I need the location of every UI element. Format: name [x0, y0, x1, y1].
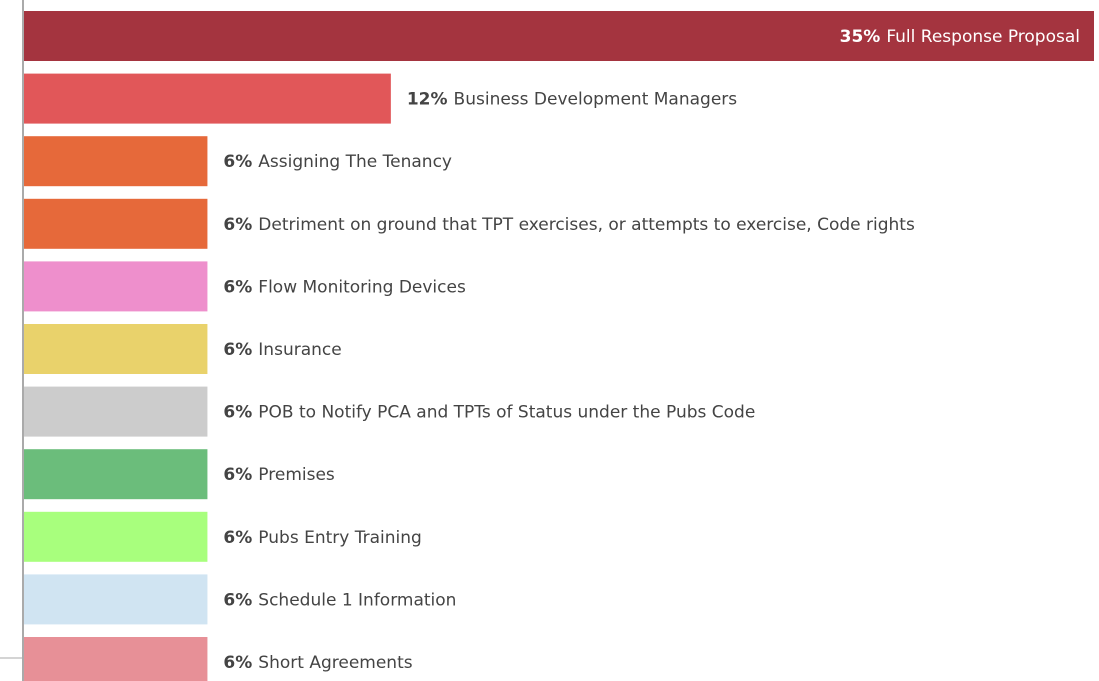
category-label: Schedule 1 Information — [258, 590, 456, 610]
category-label: Full Response Proposal — [886, 27, 1080, 47]
bar-label: 6% Premises — [223, 465, 335, 485]
bar-label: 6% POB to Notify PCA and TPTs of Status u… — [223, 403, 755, 423]
bar — [24, 136, 208, 187]
bar — [24, 11, 1094, 61]
bar — [24, 637, 208, 681]
value-label: 6% — [223, 403, 252, 423]
bar-label: 6% Short Agreements — [223, 653, 412, 673]
value-label: 6% — [223, 340, 252, 360]
value-label: 12% — [407, 90, 448, 110]
value-label: 6% — [223, 653, 252, 673]
category-label: Flow Monitoring Devices — [258, 277, 466, 297]
bar-label: 6% Pubs Entry Training — [223, 528, 421, 548]
category-label: Insurance — [258, 340, 341, 360]
bar-label: 6% Assigning The Tenancy — [223, 152, 452, 172]
value-label: 6% — [223, 152, 252, 172]
category-label: POB to Notify PCA and TPTs of Status und… — [258, 403, 755, 423]
bar — [24, 261, 208, 312]
category-label: Pubs Entry Training — [258, 528, 422, 548]
value-label: 6% — [223, 528, 252, 548]
bar — [24, 324, 208, 374]
category-label: Detriment on ground that TPT exercises, … — [258, 215, 915, 235]
value-label: 6% — [223, 277, 252, 297]
bar — [24, 73, 391, 124]
bar — [24, 386, 208, 437]
bar — [24, 198, 208, 249]
bar-label: 6% Schedule 1 Information — [223, 590, 456, 610]
bar — [24, 511, 208, 562]
value-label: 6% — [223, 465, 252, 485]
bar-label: 6% Insurance — [223, 340, 341, 360]
bar-label: 6% Flow Monitoring Devices — [223, 277, 466, 297]
category-label: Short Agreements — [258, 653, 412, 673]
category-label: Assigning The Tenancy — [258, 152, 452, 172]
category-label: Premises — [258, 465, 335, 485]
value-label: 6% — [223, 215, 252, 235]
bar — [24, 574, 208, 625]
bar-label: 6% Detriment on ground that TPT exercises… — [223, 215, 915, 235]
bar-label: 35% Full Response Proposal — [840, 27, 1080, 47]
value-label: 6% — [223, 590, 252, 610]
bar — [24, 449, 208, 500]
value-label: 35% — [840, 27, 881, 47]
category-label: Business Development Managers — [454, 90, 738, 110]
bar-label: 12% Business Development Managers — [407, 90, 737, 110]
